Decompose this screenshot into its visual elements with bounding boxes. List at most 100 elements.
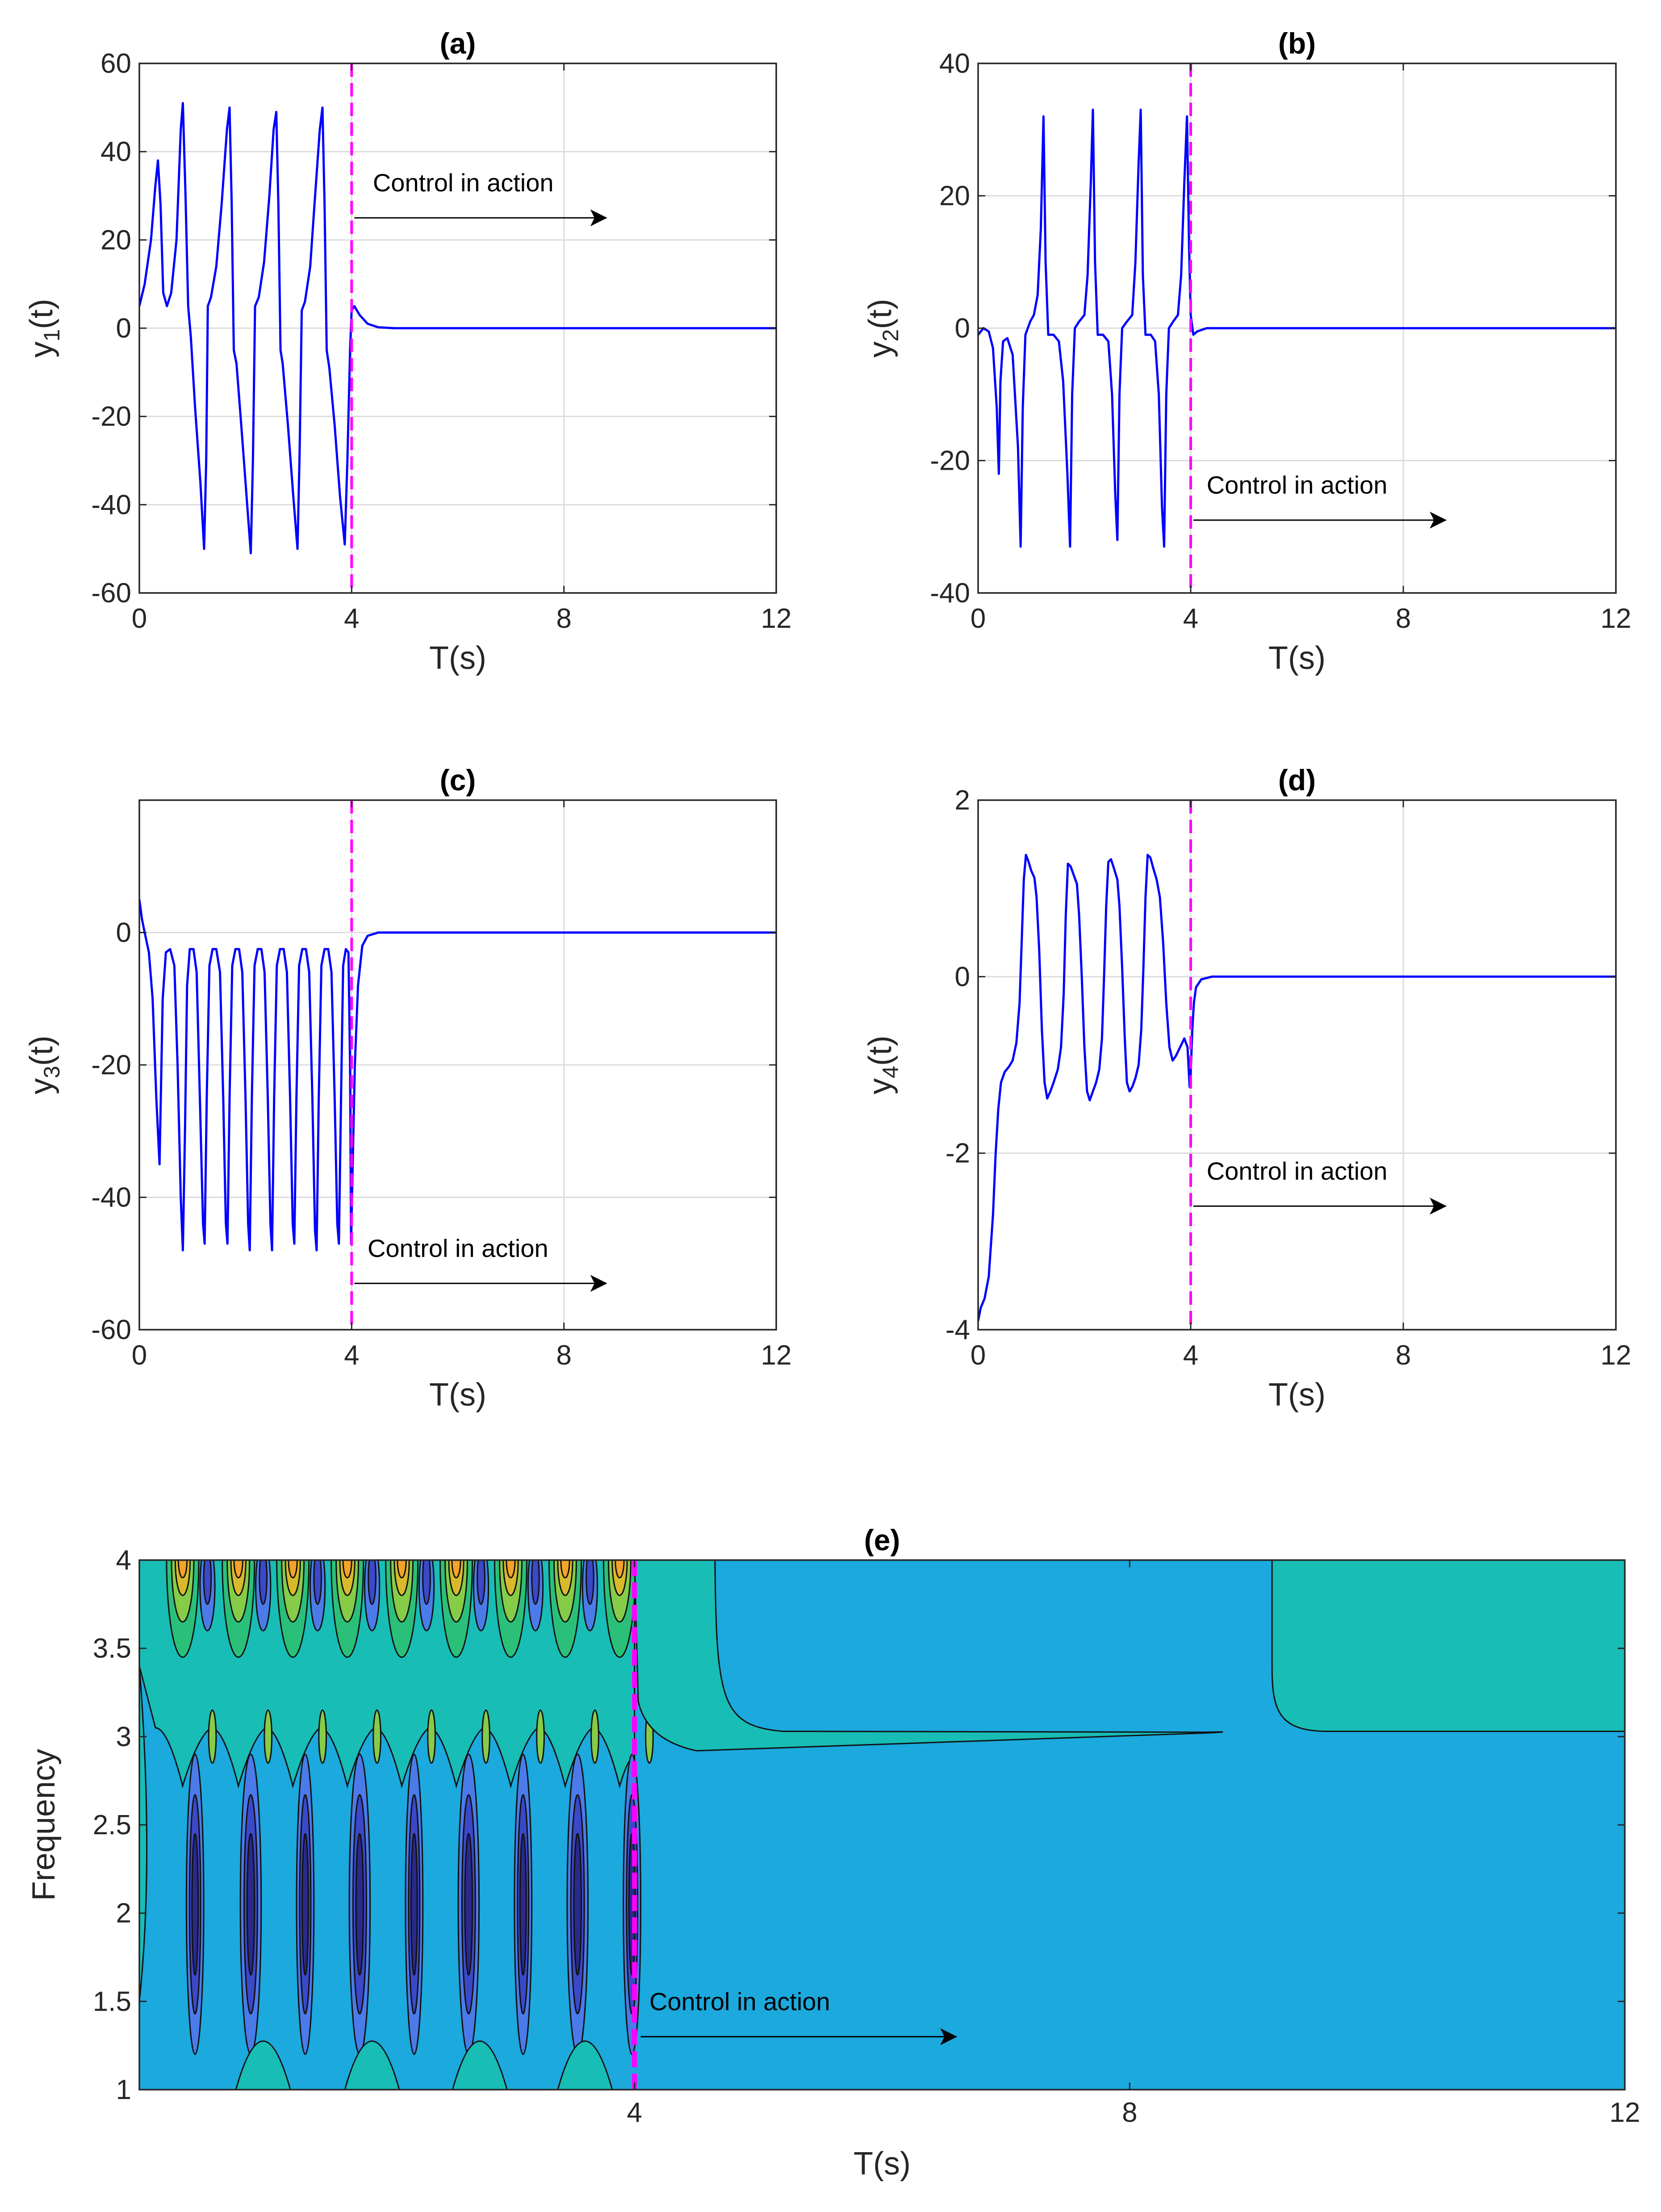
contour-top-low-inner [422,1560,431,1605]
y-tick-label: -40 [91,1182,131,1213]
x-tick-label: 0 [971,1340,986,1371]
x-tick-label: 0 [132,603,147,634]
x-tick-label: 8 [556,1340,571,1371]
contour-top-lobe [397,1560,407,1579]
y-tick-label: 2 [116,1898,131,1929]
y-tick-label: 1 [116,2074,131,2105]
y-axis-label: Frequency [26,1749,62,1901]
contour-post-left [634,1560,1223,1752]
contour-bottom-hump [557,2041,613,2090]
contour-center-lobe [301,1833,309,1976]
y-label-subscript: 4 [878,1066,903,1078]
contour-top-lobe [615,1560,625,1579]
contour-mid-lobe [427,1709,436,1764]
x-tick-label: 8 [1396,603,1411,634]
y-tick-label: 20 [939,181,970,212]
contour-mid-lobe [536,1709,545,1764]
y-tick-label: 2.5 [93,1810,131,1841]
x-tick-label: 4 [1183,1340,1198,1371]
y-tick-label: 4 [116,1545,131,1576]
chart-title: (e) [864,1523,900,1557]
x-axis-label: T(s) [429,1377,486,1413]
series-line-y1 [139,102,776,555]
contour-mid-lobe [208,1709,217,1764]
panel-e: Control in action 4 8 12 1 1.5 2 2.5 3 3.5 4 (e) T(s… [26,1523,1640,2182]
x-axis-label: T(s) [1268,640,1326,676]
contour-mid-lobe [372,1709,381,1764]
y-tick-label: -20 [930,446,970,476]
contour-mid-lobe [481,1709,490,1764]
y-tick-label: -2 [946,1138,970,1169]
series-line-y3 [139,899,776,1252]
y-tick-label: 0 [955,961,970,992]
contour-top-lobe [506,1560,516,1579]
y-label-tail: (t) [862,299,898,329]
x-axis-label: T(s) [429,640,486,676]
contour-mid-lobe [264,1709,273,1764]
contour-top-low-inner [313,1560,322,1605]
contour-top-low-inner [531,1560,540,1605]
y-axis-label: y4(t) [862,1035,903,1094]
contour-top-low-inner [203,1560,212,1605]
x-axis-label: T(s) [854,2146,911,2182]
chart-title: (b) [1278,27,1316,60]
series-line-y2 [978,109,1616,548]
x-tick-label: 12 [1601,1340,1632,1371]
contour-mid-lobe [318,1709,327,1764]
contour-center-lobe [519,1833,527,1976]
y-label-base: y [24,342,59,358]
y-label-tail: (t) [862,1035,898,1066]
axes-box [977,799,1617,1331]
contour-top-low-inner [586,1560,594,1605]
chart-title: (c) [440,764,476,797]
x-tick-label: 8 [556,603,571,634]
annotation-text: Control in action [649,1987,830,2016]
contour-top-low-inner [259,1560,268,1605]
y-label-base: y [862,342,898,358]
panel-c: Control in action 0 4 8 12 -60 -40 -20 0 (c) T(s) y… [24,764,791,1413]
contour-post-right [1271,1560,1625,1732]
y-tick-label: 0 [116,918,131,948]
y-tick-label: 20 [100,225,131,255]
y-tick-label: -40 [930,578,970,609]
x-tick-label: 4 [1183,603,1198,634]
annotation-text: Control in action [368,1234,548,1262]
y-label-base: y [862,1078,898,1094]
y-label-base: y [24,1078,59,1094]
y-tick-label: -4 [946,1315,970,1345]
contour-bottom-hump [344,2041,400,2090]
contour-layer [139,1560,1625,2090]
x-tick-label: 0 [971,603,986,634]
contour-top-lobe [451,1560,461,1579]
y-label-subscript: 2 [878,329,903,342]
y-label-tail: (t) [24,1035,59,1066]
contour-top-lobe [288,1560,298,1579]
y-tick-label: -20 [91,1050,131,1081]
annotation-text: Control in action [1207,471,1388,499]
panel-a: Control in action 0 4 8 12 -60 -40 -20 0 20 40 60 (a… [24,27,791,676]
chart-title: (a) [440,27,476,60]
x-tick-label: 12 [1610,2097,1640,2128]
contour-bottom-hump [235,2041,291,2090]
y-tick-label: 60 [100,48,131,79]
contour-top-lobe [177,1560,188,1579]
contour-top-lobe [560,1560,570,1579]
chart-title: (d) [1278,764,1316,797]
y-tick-label: 40 [939,48,970,79]
x-tick-label: 4 [627,2097,642,2128]
x-axis-label: T(s) [1268,1377,1326,1413]
contour-left-strip [139,1666,148,2002]
y-tick-label: 0 [955,313,970,344]
x-tick-label: 8 [1396,1340,1411,1371]
series-line-y4 [978,854,1616,1321]
annotation-text: Control in action [373,169,554,197]
contour-center-lobe [464,1833,473,1976]
y-tick-label: 3 [116,1721,131,1752]
x-tick-label: 4 [344,1340,359,1371]
y-tick-label: 40 [100,137,131,167]
y-tick-label: 2 [955,785,970,816]
contour-top-lobe [342,1560,352,1579]
y-axis-label: y3(t) [24,1035,64,1094]
y-label-subscript: 1 [39,329,64,342]
y-label-tail: (t) [24,299,59,329]
